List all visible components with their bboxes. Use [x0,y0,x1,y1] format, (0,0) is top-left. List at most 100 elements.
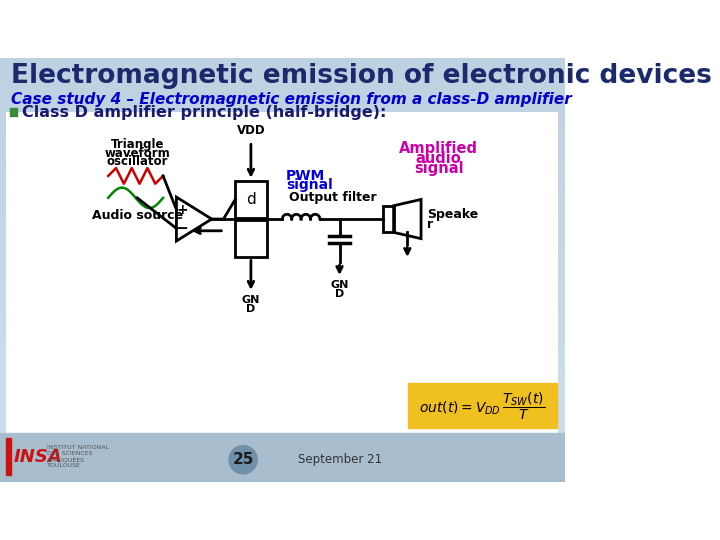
Bar [0,423,564,424]
Bar [0,360,564,361]
Bar [6,112,558,433]
Bar [0,227,564,228]
Bar [0,267,564,268]
Bar [0,386,564,387]
Bar [0,433,564,434]
Bar [0,71,564,72]
Bar [0,339,564,340]
Bar [0,75,564,76]
Bar [0,90,564,91]
Bar [0,320,564,321]
Bar [0,188,564,189]
Bar [0,168,564,169]
Bar [0,419,564,420]
Text: audio: audio [416,151,462,166]
Bar [0,62,564,63]
Text: Triangle: Triangle [110,138,164,151]
Bar [0,238,564,239]
Bar [0,60,564,62]
Bar [0,142,564,143]
Bar [0,415,564,416]
Bar [0,177,564,178]
Bar [0,318,564,319]
Bar [0,205,564,206]
Bar [0,152,564,153]
Bar [0,150,564,151]
Text: Electromagnetic emission of electronic devices: Electromagnetic emission of electronic d… [11,63,712,89]
Bar [0,241,564,242]
Bar [0,154,564,155]
Bar [0,284,564,285]
Bar [0,288,564,289]
Bar [0,127,564,128]
Text: Class D amplifier principle (half-bridge):: Class D amplifier principle (half-bridge… [22,105,387,120]
Bar [0,132,564,133]
Bar [0,226,564,227]
Bar [0,321,564,322]
Bar [0,307,564,308]
Bar [0,335,564,336]
Bar [0,104,564,105]
Bar [0,263,564,264]
Bar [0,437,564,438]
Bar [0,96,564,97]
Bar [0,180,564,181]
Bar [0,72,564,73]
Bar [0,416,564,417]
Bar [0,175,564,176]
Bar [0,370,564,371]
Bar [0,347,564,348]
Bar [0,257,564,258]
Bar [0,422,564,423]
Bar [0,427,564,428]
Bar [0,178,564,179]
Bar [0,395,564,396]
Bar [0,181,564,182]
Bar [0,410,564,411]
Bar [0,78,564,79]
Bar [0,220,564,221]
Bar [0,249,564,251]
Bar [0,364,564,366]
Bar [0,63,564,64]
Bar [0,274,564,275]
Bar [0,289,564,291]
Bar [0,281,564,282]
Bar [0,322,564,323]
Bar [0,384,564,385]
Bar [0,210,564,211]
Bar [0,160,564,161]
Bar [0,417,564,418]
Bar [0,73,564,74]
Bar [0,336,564,338]
Bar [0,406,564,407]
Bar [0,95,564,96]
Bar [0,389,564,390]
Bar [0,240,564,241]
Bar [0,303,564,305]
Bar [0,326,564,327]
Bar [0,333,564,334]
Bar [0,379,564,380]
Bar [408,383,557,428]
Bar [0,112,564,113]
Bar [0,407,564,408]
Text: +: + [176,202,188,217]
Text: September 21: September 21 [298,453,382,466]
Bar [0,81,564,82]
Bar [0,199,564,200]
Bar [0,130,564,131]
Bar [0,399,564,400]
Bar [0,243,564,244]
Bar [0,244,564,245]
Bar [0,135,564,136]
Bar [0,295,564,296]
Text: r: r [428,218,433,231]
Bar [0,204,564,205]
Bar [0,191,564,192]
Bar [0,78,564,79]
Bar [0,404,564,406]
Bar [0,290,564,291]
Bar [0,385,564,386]
Bar [0,89,564,90]
